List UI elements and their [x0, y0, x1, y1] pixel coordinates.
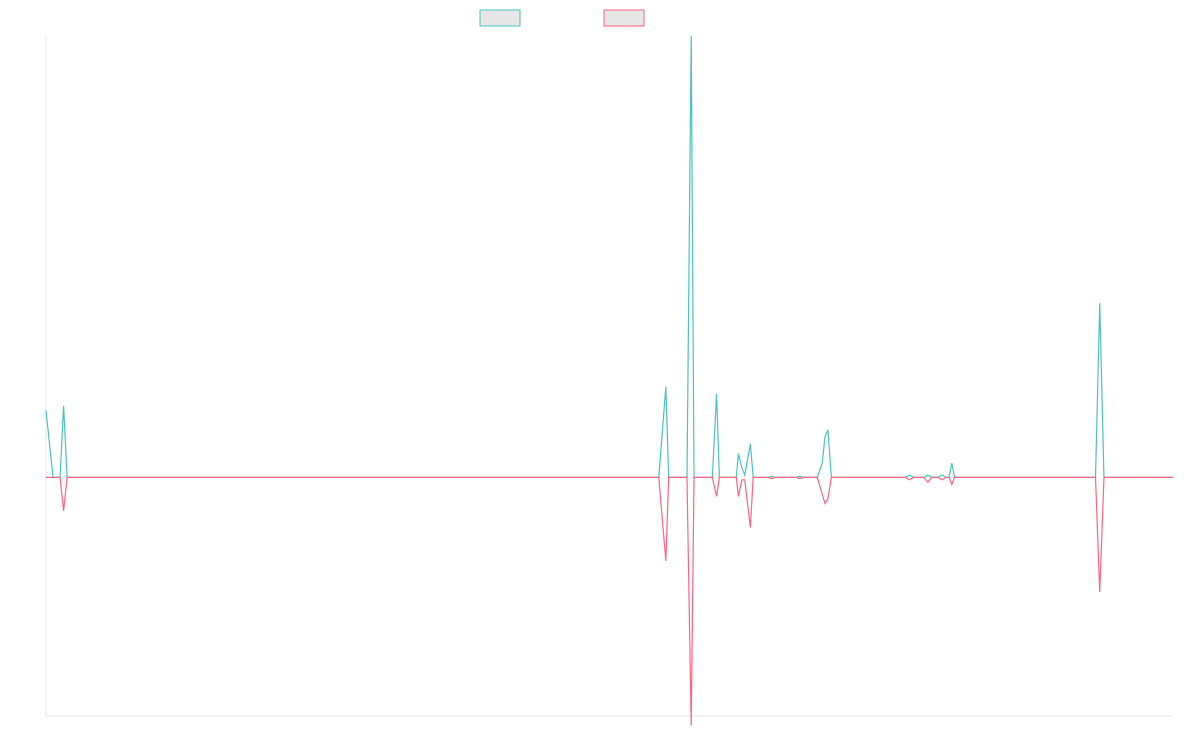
- legend[interactable]: [479, 9, 645, 27]
- legend-item-2[interactable]: [603, 9, 645, 27]
- legend-swatch-2[interactable]: [603, 9, 645, 27]
- legend-swatch-1[interactable]: [479, 9, 521, 27]
- series-layer: [45, 35, 1173, 726]
- legend-item-1[interactable]: [479, 9, 521, 27]
- series-line-1: [45, 35, 1173, 478]
- series-line-2: [46, 476, 1173, 726]
- axes: [45, 36, 1173, 717]
